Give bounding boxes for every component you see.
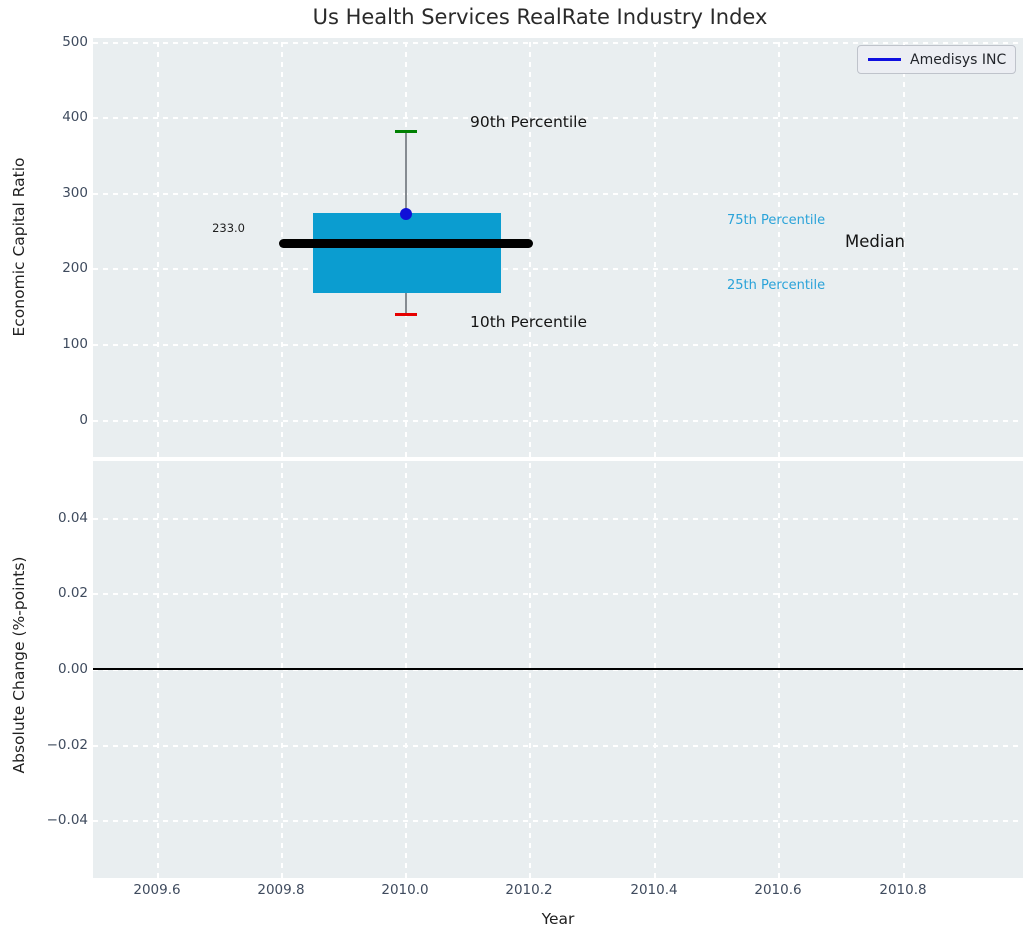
xtick-label: 2010.4	[630, 882, 678, 898]
ytick-label: 100	[62, 336, 88, 352]
gridline	[778, 38, 780, 457]
ytick-label: −0.02	[46, 737, 88, 753]
x-axis-label: Year	[541, 910, 575, 928]
ytick-label: −0.04	[46, 812, 88, 828]
xtick-label: 2010.0	[381, 882, 429, 898]
boxplot-iqr-box	[313, 213, 501, 293]
ytick-label: 0.00	[57, 661, 88, 677]
gridline	[157, 38, 159, 457]
xtick-label: 2010.6	[754, 882, 802, 898]
legend-line-swatch	[868, 58, 901, 61]
annotation-90th-percentile: 90th Percentile	[470, 113, 588, 131]
top-plot-area	[93, 38, 1023, 457]
zero-reference-line	[93, 668, 1023, 670]
ytick-label: 200	[62, 260, 88, 276]
gridline	[903, 38, 905, 457]
ytick-label: 300	[62, 185, 88, 201]
gridline	[93, 669, 1023, 671]
gridline	[93, 268, 1023, 270]
amedisys-data-point	[400, 208, 412, 220]
ytick-label: 0	[79, 412, 88, 428]
gridline	[654, 38, 656, 457]
boxplot-median-line	[279, 239, 533, 248]
ytick-label: 500	[62, 34, 88, 50]
xtick-label: 2009.6	[133, 882, 181, 898]
gridline	[93, 117, 1023, 119]
gridline	[93, 42, 1023, 44]
ytick-label: 0.04	[57, 510, 88, 526]
legend-label: Amedisys INC	[910, 51, 1007, 68]
gridline	[93, 344, 1023, 346]
bottom-y-axis-label: Absolute Change (%-points)	[10, 556, 28, 774]
annotation-25th-percentile: 25th Percentile	[727, 278, 826, 293]
annotation-median-value: 233.0	[212, 221, 245, 235]
xtick-label: 2009.8	[257, 882, 305, 898]
gridline	[93, 420, 1023, 422]
ytick-label: 400	[62, 109, 88, 125]
chart-title: Us Health Services RealRate Industry Ind…	[312, 5, 768, 29]
annotation-75th-percentile: 75th Percentile	[727, 213, 826, 228]
gridline	[93, 820, 1023, 822]
xtick-label: 2010.2	[505, 882, 553, 898]
gridline	[93, 518, 1023, 520]
annotation-10th-percentile: 10th Percentile	[470, 313, 588, 331]
gridline	[93, 745, 1023, 747]
boxplot-10th-cap	[395, 313, 417, 316]
legend: Amedisys INC	[857, 45, 1016, 74]
gridline	[93, 593, 1023, 595]
xtick-label: 2010.8	[879, 882, 927, 898]
boxplot-90th-cap	[395, 130, 417, 133]
ytick-label: 0.02	[57, 585, 88, 601]
top-y-axis-label: Economic Capital Ratio	[10, 157, 28, 337]
annotation-median: Median	[845, 232, 906, 251]
gridline	[93, 193, 1023, 195]
